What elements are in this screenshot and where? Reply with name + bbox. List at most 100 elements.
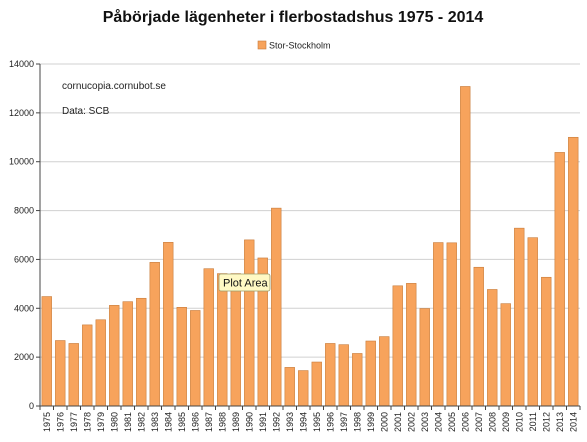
tooltip-box — [218, 273, 271, 292]
x-tick-label: 1994 — [298, 412, 308, 432]
bar-2002 — [406, 283, 417, 407]
bar-1981 — [122, 301, 133, 407]
bar-1989 — [230, 273, 241, 407]
x-tick-label: 2011 — [528, 412, 538, 431]
x-tick-label: 2010 — [514, 412, 524, 432]
y-tick-label: 4000 — [14, 303, 34, 313]
x-tick-label: 1997 — [339, 412, 349, 432]
x-tick-label: 1985 — [177, 412, 187, 432]
bar-2010 — [514, 227, 525, 407]
x-tick-label: 1981 — [123, 412, 133, 432]
x-axis-ticks: 1975 1976 1977 1978 1979 1980 1981 1982 1983 1984… — [39, 406, 581, 432]
bar-1979 — [95, 319, 106, 407]
bar-1985 — [176, 307, 187, 407]
bar-2013 — [554, 152, 565, 407]
y-tick-label: 6000 — [14, 254, 34, 264]
y-axis-ticks: 0 2000 4000 6000 8000 10000 12000 14000 — [9, 59, 40, 411]
y-tick-label: 2000 — [14, 352, 34, 362]
x-tick-label: 1976 — [55, 412, 65, 432]
x-tick-label: 1986 — [190, 412, 200, 432]
x-tick-label: 2003 — [420, 412, 430, 432]
bar-1998 — [352, 353, 363, 407]
bar-1992 — [271, 207, 282, 407]
x-tick-label: 2012 — [541, 412, 551, 432]
bar-1982 — [136, 297, 147, 407]
x-tick-label: 2014 — [568, 412, 578, 432]
x-tick-label: 1984 — [163, 412, 173, 432]
bar-2014 — [568, 136, 579, 407]
bar-1980 — [109, 305, 120, 407]
bar-1997 — [338, 344, 349, 407]
y-tick-label: 0 — [29, 401, 34, 411]
x-tick-label: 1979 — [96, 412, 106, 432]
x-tick-label: 1991 — [258, 412, 268, 432]
bar-1995 — [311, 361, 322, 407]
x-tick-label: 1978 — [82, 412, 92, 432]
bar-1977 — [68, 343, 79, 407]
data-source-note: Data: SCB — [62, 106, 110, 117]
bar-2000 — [379, 336, 390, 407]
x-tick-label: 1990 — [244, 412, 254, 432]
x-tick-label: 1999 — [366, 412, 376, 432]
tooltip-label: Plot Area — [223, 278, 269, 290]
bar-2003 — [419, 308, 430, 407]
x-tick-label: 1989 — [231, 412, 241, 432]
bar-1999 — [365, 340, 376, 407]
bar-2012 — [541, 276, 552, 407]
x-tick-label: 2001 — [393, 412, 403, 432]
x-tick-label: 2002 — [406, 412, 416, 432]
x-tick-label: 1992 — [271, 412, 281, 432]
plot-area-tooltip: Plot Area — [218, 273, 271, 292]
y-tick-label: 10000 — [9, 157, 34, 167]
bar-1988 — [217, 273, 228, 407]
bar-1994 — [298, 370, 309, 407]
y-tick-label: 14000 — [9, 59, 34, 69]
x-tick-label: 1993 — [285, 412, 295, 432]
gridlines — [40, 63, 580, 358]
bar-1975 — [41, 296, 52, 407]
bar-1993 — [284, 367, 295, 407]
x-tick-label: 2013 — [555, 412, 565, 432]
x-tick-label: 1982 — [136, 412, 146, 432]
x-tick-label: 2004 — [433, 412, 443, 432]
bar-2006 — [460, 86, 471, 407]
bar-2007 — [473, 266, 484, 407]
bar-1984 — [163, 242, 174, 407]
bar-1990 — [244, 239, 255, 407]
x-tick-label: 2008 — [487, 412, 497, 432]
bar-1986 — [190, 310, 201, 407]
x-tick-label: 1980 — [109, 412, 119, 432]
bar-2009 — [500, 303, 511, 407]
legend-swatch — [257, 40, 267, 50]
bar-1996 — [325, 343, 336, 407]
x-tick-label: 2007 — [474, 412, 484, 432]
y-tick-label: 12000 — [9, 108, 34, 118]
legend-label: Stor-Stockholm — [269, 41, 331, 51]
bar-1987 — [203, 268, 214, 407]
x-tick-label: 2009 — [501, 412, 511, 432]
x-tick-label: 1995 — [312, 412, 322, 432]
bar-2005 — [446, 242, 457, 407]
x-tick-label: 1983 — [150, 412, 160, 432]
x-tick-label: 1987 — [204, 412, 214, 432]
bar-1978 — [82, 324, 93, 407]
legend: Stor-Stockholm — [257, 40, 331, 51]
x-tick-label: 2000 — [379, 412, 389, 432]
source-site-note: cornucopia.cornubot.se — [62, 81, 166, 92]
bar-1983 — [149, 262, 160, 407]
bar-1976 — [55, 340, 66, 407]
x-tick-label: 1996 — [325, 412, 335, 432]
bar-2011 — [527, 237, 538, 407]
x-tick-label: 2005 — [447, 412, 457, 432]
bar-2001 — [392, 285, 403, 407]
bar-2004 — [433, 242, 444, 407]
x-tick-label: 1975 — [42, 412, 52, 432]
bars — [41, 86, 579, 407]
bar-2008 — [487, 289, 498, 407]
x-tick-label: 1998 — [352, 412, 362, 432]
x-tick-label: 1977 — [69, 412, 79, 432]
x-tick-label: 1988 — [217, 412, 227, 432]
chart-title: Påbörjade lägenheter i flerbostadshus 19… — [103, 8, 484, 26]
y-tick-label: 8000 — [14, 206, 34, 216]
